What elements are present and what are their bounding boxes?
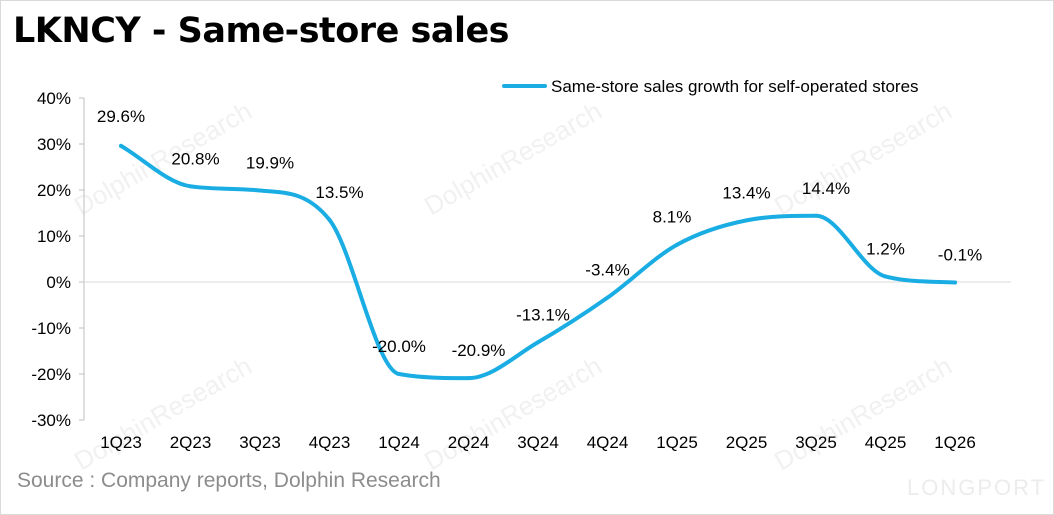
data-point (397, 372, 401, 376)
data-point (814, 213, 818, 218)
data-point (119, 143, 123, 148)
data-label: 29.6% (97, 107, 145, 126)
data-label: -0.1% (938, 245, 982, 264)
legend-label: Same-store sales growth for self-operate… (551, 77, 919, 96)
y-tick-label: 30% (37, 135, 71, 154)
watermark-text: DolphinResearch (419, 95, 607, 221)
watermark-text: DolphinResearch (419, 350, 607, 476)
data-point (675, 242, 679, 247)
data-point (883, 274, 888, 279)
data-label: 19.9% (246, 153, 294, 172)
y-tick-label: -20% (31, 365, 71, 384)
x-tick-label: 2Q25 (726, 433, 768, 452)
y-tick-label: 40% (37, 89, 71, 108)
data-label: 13.4% (722, 183, 770, 202)
x-tick-label: 1Q26 (934, 433, 976, 452)
data-point (188, 184, 193, 189)
data-point (605, 295, 610, 300)
x-tick-label: 1Q24 (378, 433, 420, 452)
data-label: 8.1% (653, 208, 692, 227)
x-tick-label: 4Q24 (587, 433, 629, 452)
watermark-text: DolphinResearch (769, 350, 957, 476)
x-tick-label: 1Q25 (656, 433, 698, 452)
x-tick-label: 4Q23 (309, 433, 351, 452)
data-label: -3.4% (585, 261, 629, 280)
watermark-text: DolphinResearch (69, 350, 257, 476)
data-label: 13.5% (315, 183, 363, 202)
data-point (536, 340, 540, 345)
data-label: -20.9% (452, 341, 506, 360)
data-label: 14.4% (802, 179, 850, 198)
y-tick-label: -30% (31, 411, 71, 430)
data-point (327, 217, 332, 222)
x-tick-label: 2Q24 (448, 433, 490, 452)
source-note: Source : Company reports, Dolphin Resear… (17, 469, 441, 492)
y-tick-label: 0% (46, 273, 71, 292)
x-tick-label: 3Q23 (239, 433, 281, 452)
x-tick-label: 3Q24 (517, 433, 559, 452)
brand-watermark: LONGPORT (907, 475, 1047, 500)
x-tick-label: 2Q23 (170, 433, 212, 452)
data-label: 20.8% (171, 149, 219, 168)
y-tick-label: 20% (37, 181, 71, 200)
x-tick-label: 1Q23 (100, 433, 142, 452)
y-tick-label: -10% (31, 319, 71, 338)
data-label: -20.0% (372, 337, 426, 356)
data-label: -13.1% (516, 305, 570, 324)
y-tick-label: 10% (37, 227, 71, 246)
data-point (466, 376, 471, 381)
watermark-text: DolphinResearch (769, 95, 957, 221)
data-point (953, 280, 957, 285)
data-point (258, 188, 262, 193)
x-tick-label: 4Q25 (865, 433, 907, 452)
x-tick-label: 3Q25 (795, 433, 837, 452)
data-point (744, 218, 749, 223)
chart-title: LKNCY - Same-store sales (13, 11, 510, 51)
data-label: 1.2% (866, 239, 905, 258)
